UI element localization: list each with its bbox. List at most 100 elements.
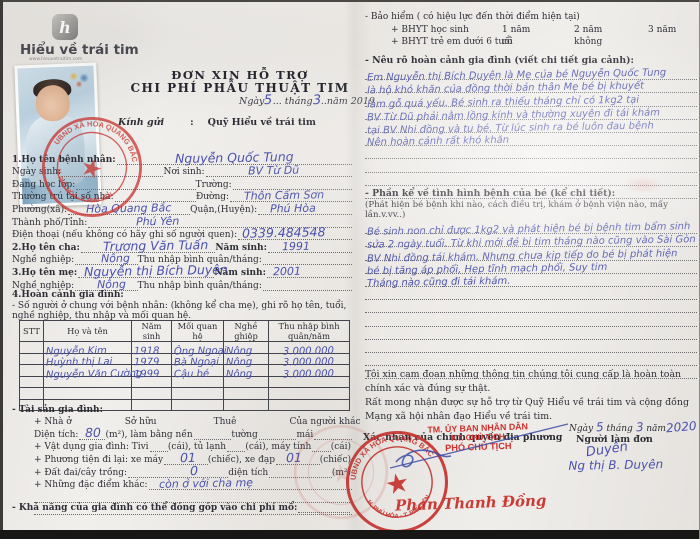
insurance-line1: + BHYT học sinh 1 năm 2 năm 3 năm (365, 22, 697, 35)
birthdate-label: Ngày sinh: (12, 167, 62, 178)
handwritten-line: tại BV Nhi đồng và tu bé. Từ lúc sinh ra… (365, 120, 697, 136)
other-owner-label: Của người khác (289, 417, 361, 428)
dotted-line (365, 287, 697, 301)
sig-date-day: 5 (595, 419, 605, 435)
field-birth: Ngày sinh: Nơi sinh: BV Từ Dũ (12, 164, 352, 178)
scan-edge-top (0, 0, 700, 2)
photo-baby-face (35, 84, 71, 122)
col-year: Năm sinh (131, 320, 172, 342)
applicant-signed-name: Ng thị B. Duyên (568, 457, 664, 473)
opt-1nam: 1 năm (502, 24, 531, 35)
sig-date-month: 3 (635, 419, 644, 435)
bike-line: 01 (276, 450, 320, 465)
illness-section: - Phần kể về tình hình bệnh của bé (kể c… (365, 188, 697, 380)
commitment-line1: Tôi xin cam đoan những thông tin chúng t… (365, 369, 682, 394)
house-number-label: Thường trú tại số nhà: (12, 192, 114, 203)
assets-title-row: - Tài sản gia đình: (12, 402, 352, 415)
phone-line: 0339.484548 (238, 224, 352, 241)
land-value: 0 (189, 462, 199, 478)
dotted-line (365, 146, 697, 160)
roof-line (314, 427, 352, 440)
dotted-line (365, 300, 697, 314)
district-label: Quận,(Huyện): (190, 204, 258, 215)
district-line: Phú Hòa (258, 202, 352, 215)
household-section: 4.Hoàn cảnh gia đình: - Số người ở chung… (12, 290, 352, 322)
col-name: Họ và tên (43, 320, 132, 342)
dotted-line (365, 173, 697, 186)
field-patient-name: 1.Họ tên bệnh nhân: Nguyễn Quốc Tung (12, 149, 352, 166)
opt-3nam: 3 năm (648, 24, 677, 35)
dotted-line (365, 313, 697, 327)
birthplace-line: BV Từ Dũ (205, 164, 352, 178)
father-name-label: 2.Họ tên cha: (12, 242, 80, 253)
contribution-line (298, 500, 350, 513)
mother-income-line (262, 278, 352, 291)
bike-label: (chiếc), xe đạp (207, 454, 276, 465)
father-income-line (262, 252, 352, 266)
land-line: 0 (128, 462, 229, 478)
land-area-line (269, 465, 332, 478)
handwritten-line: bé bị tăng áp phổi, Hẹp tĩnh mạch phổi, … (365, 261, 697, 277)
wall-label: tường (231, 429, 258, 440)
sig-date-prefix: Ngày (569, 424, 594, 434)
insurance-title: - Bảo hiểm ( có hiệu lực đến thời điểm h… (365, 12, 580, 22)
features-label: + Những đặc điểm khác: (34, 480, 148, 491)
scan-edge-left (0, 0, 3, 539)
illness-title: - Phần kể về tình hình bệnh của bé (kể c… (365, 188, 616, 199)
date-month-handwritten: 3 (312, 92, 322, 109)
father-name-line: Trương Văn Tuấn (80, 237, 216, 254)
household-note: - Số người ở chung với bệnh nhân: (không… (12, 300, 347, 322)
house-area-row: Diện tích: 80 (m²), làm bằng nền tường m… (12, 424, 352, 440)
field-ward: Phường(xã): Hòa Quang Bắc Quận,(Huyện): … (12, 201, 352, 216)
own-label: Sở hữu (124, 417, 157, 428)
mother-birthyear-value: 2001 (272, 264, 302, 279)
field-mother-job: Nghề nghiệp: Nông Thu nhập bình quân/thá… (12, 277, 352, 291)
area-value: 80 (85, 424, 102, 440)
form-title-line1: ĐƠN XIN HỖ TRỢ (171, 68, 309, 82)
province-value: Phú Yên (136, 214, 180, 228)
house-number-line (114, 189, 196, 203)
date-mid1: ... tháng (272, 96, 313, 107)
dotted-line (365, 340, 697, 353)
col-stt: STT (19, 320, 44, 342)
circumstances-title: - Nêu rõ hoàn cảnh gia đình (viết chi ti… (365, 55, 634, 66)
vehicles-end: (chiếc) (319, 454, 352, 465)
table-row: Huỳnh thị Lai 1979 Bà Ngoại Nông 3.000.0… (19, 352, 350, 369)
form-date: Ngày5... tháng3..năm 2019 (239, 92, 375, 109)
table-row: Nguyễn Kim 1918 Ông Ngoại Nông 3.000.000 (19, 341, 350, 357)
patient-info-section: 1.Họ tên bệnh nhân: Nguyễn Quốc Tung Ngà… (12, 149, 353, 291)
field-mother: 3.Họ tên mẹ: Nguyễn thị Bích Duyên Năm s… (12, 262, 352, 279)
rent-label: Thuê (213, 417, 237, 428)
handwritten-line: Bé sinh non chỉ được 1kg2 và phát hiện b… (365, 221, 697, 238)
father-birthyear-label: Năm sinh: (215, 242, 267, 253)
contribution-label: - Khả năng của gia đình có thể đóng góp … (12, 502, 298, 513)
opt-2nam: 2 năm (574, 24, 603, 35)
grade-line (76, 177, 196, 190)
fridge-line (227, 439, 246, 453)
tv-line (149, 439, 168, 453)
col-income: Thu nhập bình quân/năm (268, 320, 350, 342)
handwritten-line: là hộ khó khăn của đồng thời bản thân Mẹ… (365, 80, 697, 97)
features-row: + Những đặc điểm khác: còn ở với cha mẹ (12, 476, 352, 491)
fridge-label: (cái), tủ lạnh (167, 442, 227, 453)
phone-value: 0339.484548 (241, 224, 326, 241)
opt-khong: không (574, 37, 603, 47)
sig-date-mid1: tháng (606, 424, 633, 434)
land-unit: (m²) (331, 467, 351, 478)
appliances-end: (cái) (330, 442, 352, 453)
ward-line: Hòa Quang Bắc (68, 201, 191, 216)
handwritten-line: sửa 2 ngày tuổi. Từ khi mới đẻ bị tim th… (365, 234, 697, 252)
kinh-gui-colon: : (190, 117, 194, 128)
mother-name-label: 3.Họ tên mẹ: (12, 267, 78, 278)
dotted-line (365, 353, 697, 367)
addressee-line: Kính gửi: Quỹ Hiểu về trái tim (118, 117, 316, 128)
province-label: Thành phố/Tỉnh: (12, 217, 88, 228)
table-row-empty (19, 375, 350, 388)
birthdate-line (62, 164, 164, 178)
date-day-handwritten: 5 (263, 92, 274, 109)
field-father: 2.Họ tên cha: Trương Văn Tuấn Năm sinh: … (12, 237, 352, 254)
street-line: Thôn Cẩm Sơn (230, 189, 352, 203)
table-row-empty (19, 387, 350, 400)
scan-edge-bottom (0, 530, 700, 539)
